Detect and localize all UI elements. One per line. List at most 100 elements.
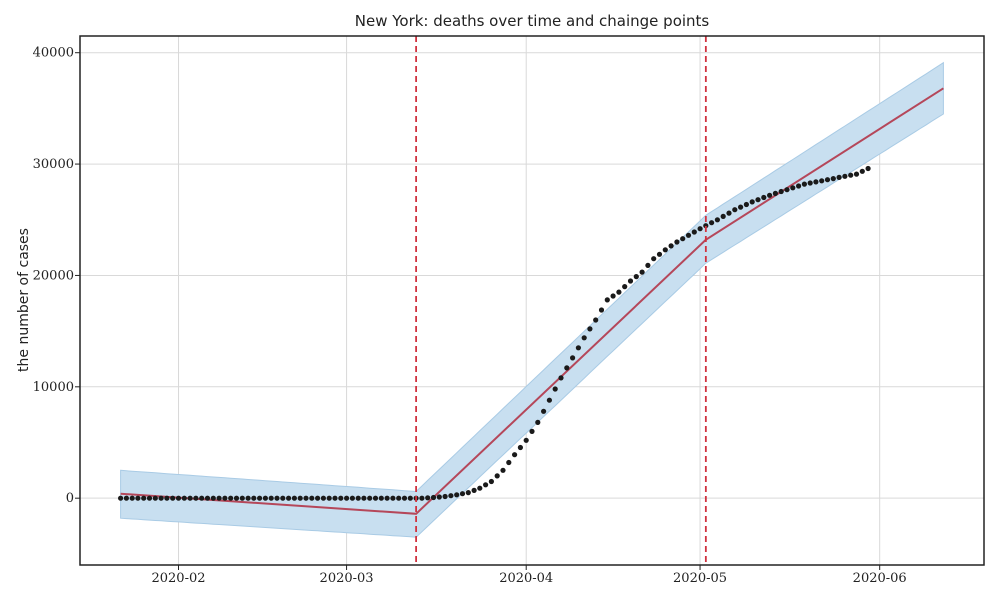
observed-point [245,495,251,501]
observed-point [627,278,634,284]
observed-point [459,491,466,497]
observed-point [813,179,819,185]
observed-point [216,495,222,501]
observed-point [135,495,141,501]
observed-point [824,177,831,183]
observed-point [610,293,616,299]
observed-point [390,495,396,501]
observed-point [819,178,825,184]
observed-point [488,478,494,485]
observed-point [546,397,553,403]
observed-point [332,495,338,501]
observed-point [338,495,344,501]
observed-point [378,495,384,501]
observed-point [778,188,784,195]
observed-point [361,495,367,501]
x-tick-label: 2020-06 [853,571,907,586]
observed-point [598,307,605,313]
observed-point [123,495,129,501]
observed-point [286,495,292,501]
observed-point [743,201,750,208]
observed-point [309,495,315,501]
observed-point [175,495,182,501]
observed-point [222,495,228,501]
observed-point [141,495,147,501]
observed-point [587,326,593,332]
chart-title: New York: deaths over time and chainge p… [355,12,710,30]
observed-point [152,495,158,501]
observed-point [848,172,854,178]
observed-point [274,495,280,501]
uncertainty-band [120,61,944,538]
observed-point [581,335,587,341]
observed-point [291,495,297,501]
observed-point [691,229,697,235]
observed-point [656,251,663,257]
observed-point [204,495,211,501]
observed-point [784,187,790,193]
observed-point [170,495,176,501]
observed-point [633,274,639,280]
observed-point [767,192,773,198]
observed-point [674,239,680,245]
y-tick-label: 10000 [33,380,74,395]
observed-point [697,226,703,232]
observed-point [859,168,865,174]
observed-point [535,419,541,425]
observed-point [523,437,529,443]
observed-point [830,176,836,182]
observed-point [401,495,408,501]
observed-point [622,284,628,290]
observed-point [355,495,361,501]
observed-point [790,185,796,191]
observed-point [344,495,350,501]
observed-point [210,495,216,501]
y-tick-label: 30000 [33,157,74,172]
observed-point [425,495,431,501]
observed-point [118,495,124,501]
y-tick-label: 20000 [33,268,74,283]
observed-point [604,297,610,303]
observed-point [419,495,425,501]
observed-point [396,495,402,501]
observed-point [129,495,135,501]
observed-point [755,197,761,203]
observed-point [645,262,651,268]
observed-point [709,220,715,226]
observed-point [714,217,721,223]
observed-point [193,495,199,501]
observed-point [801,181,808,187]
observed-point [465,490,471,496]
observed-point [685,232,692,238]
observed-point [187,495,193,501]
x-tick-label: 2020-05 [673,571,727,586]
observed-point [228,495,234,501]
observed-point [315,495,321,501]
observed-point [367,495,373,501]
observed-point [807,180,813,186]
observed-point [349,495,355,501]
uncertainty-interval-layer [120,61,944,538]
y-tick-label: 0 [66,491,74,506]
observed-point [500,467,506,473]
observed-point [146,495,153,501]
observed-point [471,487,477,493]
observed-point [703,223,709,229]
tick-labels-layer: 2020-02 2020-03 2020-04 2020-05 2020-06 0 1000… [33,46,907,586]
observed-point [616,289,622,295]
observed-point [280,495,286,501]
observed-point [181,495,187,501]
x-tick-label: 2020-04 [499,571,553,586]
observed-point [257,495,263,501]
observed-points-layer [118,165,871,501]
observed-point [442,493,448,500]
changepoint-layer [415,36,707,565]
observed-point [384,495,390,501]
observed-point [575,345,582,351]
observed-point [303,495,309,501]
observed-point [454,492,460,498]
grid-layer [80,36,984,565]
observed-point [494,473,500,479]
observed-point [372,495,379,501]
